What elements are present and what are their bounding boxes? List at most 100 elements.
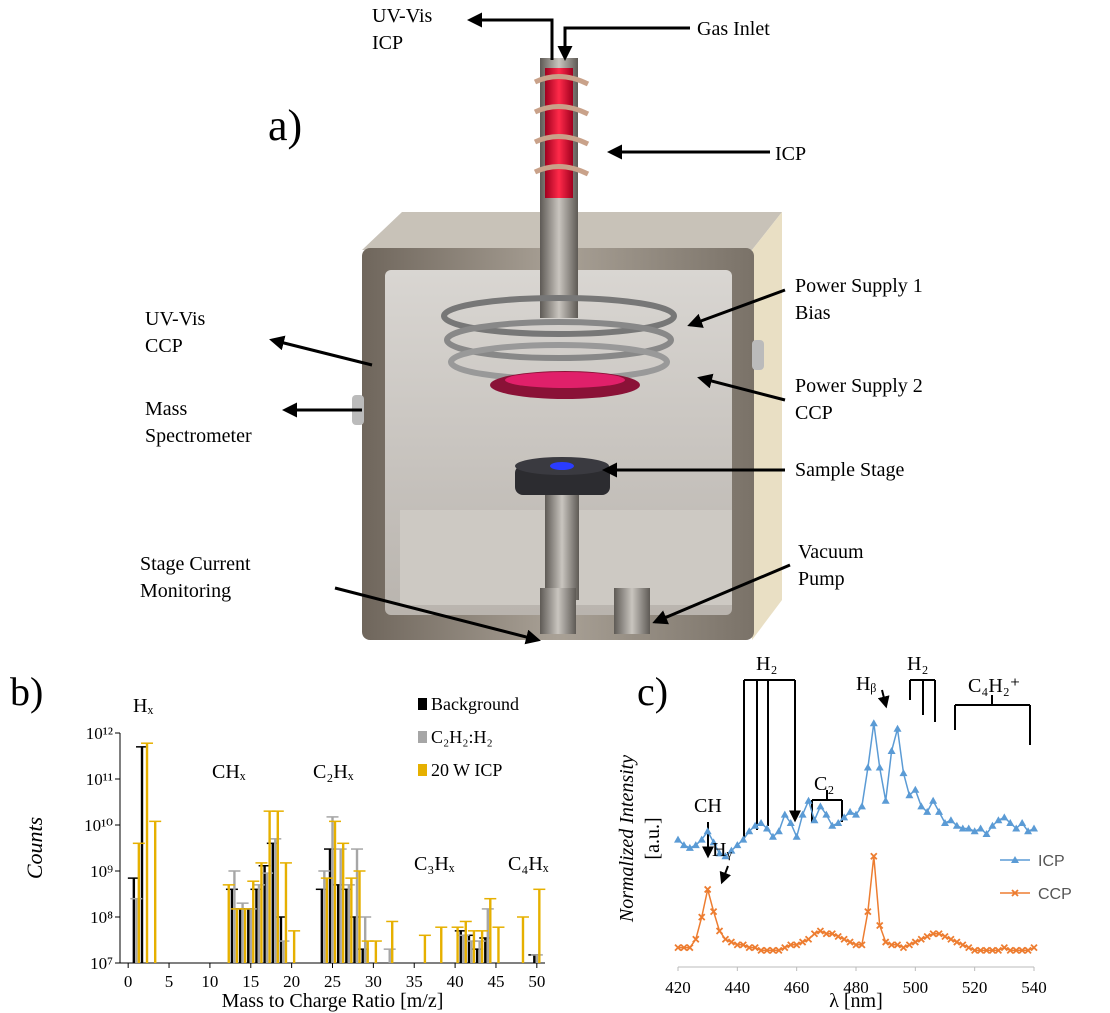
- bar: [334, 821, 336, 963]
- diagram-label: Bias: [795, 302, 831, 324]
- marker: [793, 833, 801, 840]
- bar: [252, 881, 254, 963]
- x-tick-label: 520: [962, 978, 988, 997]
- marker: [899, 769, 907, 776]
- legend-label: ICP: [1038, 853, 1065, 870]
- bar: [250, 909, 252, 963]
- peak-label: H₂: [907, 653, 928, 675]
- bar: [280, 917, 282, 963]
- chamber-drawing: [352, 58, 782, 640]
- marker: [900, 945, 906, 951]
- x-tick-label: 460: [784, 978, 810, 997]
- bar: [133, 878, 135, 963]
- bracket: [910, 680, 935, 722]
- diagram-label: UV-Vis: [372, 5, 433, 27]
- y-axis-title: Normalized Intensity: [616, 755, 638, 923]
- marker: [835, 934, 841, 940]
- marker: [722, 936, 728, 942]
- marker: [947, 816, 955, 823]
- peak-label: Hᵧ: [712, 839, 732, 861]
- bar: [424, 935, 426, 963]
- bar: [154, 821, 156, 963]
- x-tick-label: 420: [665, 978, 691, 997]
- bar: [358, 871, 360, 963]
- diagram-label: Stage Current: [140, 553, 251, 575]
- marker: [1001, 945, 1007, 951]
- bar: [141, 747, 143, 963]
- bar: [135, 899, 137, 963]
- y-axis-title: Counts: [22, 817, 47, 879]
- arrow: [565, 28, 690, 58]
- bar: [538, 889, 540, 963]
- marker: [882, 797, 890, 804]
- bar: [476, 949, 478, 963]
- legend-label: C₂H₂:H₂: [431, 727, 493, 747]
- bar: [268, 811, 270, 963]
- diagram-label: Spectrometer: [145, 425, 252, 447]
- bracket: [955, 695, 1030, 745]
- bar: [326, 878, 328, 963]
- sample: [550, 462, 574, 470]
- bar: [266, 873, 268, 963]
- bar: [323, 871, 325, 963]
- y-tick-label: 10¹²: [86, 724, 113, 743]
- bar: [468, 935, 470, 963]
- pump-tube: [540, 588, 576, 634]
- x-axis-title: λ [nm]: [829, 990, 883, 1012]
- legend-swatch: [418, 764, 427, 776]
- marker: [912, 939, 918, 945]
- marker: [800, 939, 806, 945]
- page: a) UV-Vis ICP Gas Inlet ICP Power Supply 1 Bi…: [0, 0, 1110, 1013]
- bar: [465, 921, 467, 963]
- diagram-label: ICP: [372, 32, 403, 54]
- marker: [977, 825, 985, 832]
- bar: [350, 878, 352, 963]
- bar: [478, 941, 480, 963]
- bar: [481, 931, 483, 963]
- series-line: [678, 723, 1034, 856]
- bar: [331, 817, 333, 963]
- diagram-label: Power Supply 2: [795, 375, 923, 397]
- peak-label: CH: [694, 795, 722, 817]
- bar: [321, 889, 323, 963]
- panel-label: b): [10, 669, 43, 714]
- marker: [870, 719, 878, 726]
- y-tick-label: 10¹¹: [86, 770, 113, 789]
- bar: [470, 941, 472, 963]
- x-tick-label: 20: [283, 972, 300, 991]
- marker: [894, 725, 902, 732]
- bar: [497, 927, 499, 963]
- x-tick-label: 500: [903, 978, 929, 997]
- marker: [846, 808, 854, 815]
- y-tick-label: 10⁹: [90, 862, 113, 881]
- y-tick-label: 10⁷: [90, 954, 113, 973]
- bar: [274, 839, 276, 963]
- marker: [816, 802, 824, 809]
- marker: [806, 936, 812, 942]
- marker: [781, 811, 789, 818]
- bar: [255, 889, 257, 963]
- arrow: [722, 866, 728, 882]
- bar: [263, 866, 265, 963]
- marker: [817, 928, 823, 934]
- panel-label: a): [268, 101, 302, 150]
- bar: [285, 863, 287, 963]
- bar: [487, 909, 489, 963]
- diagram-label: Sample Stage: [795, 459, 905, 481]
- bar: [473, 931, 475, 963]
- figure: a) UV-Vis ICP Gas Inlet ICP Power Supply 1 Bi…: [0, 0, 1110, 1013]
- marker: [1000, 813, 1008, 820]
- bar: [522, 917, 524, 963]
- marker: [906, 942, 912, 948]
- series-line: [678, 856, 1034, 950]
- diagram-label: Gas Inlet: [697, 18, 770, 40]
- bar: [241, 903, 243, 963]
- marker: [954, 939, 960, 945]
- bar: [231, 889, 233, 963]
- x-tick-label: 35: [406, 972, 423, 991]
- bar: [247, 909, 249, 963]
- marker: [929, 797, 937, 804]
- stage-pedestal: [545, 490, 579, 600]
- diagram-label: Power Supply 1: [795, 275, 923, 297]
- bar: [339, 849, 341, 963]
